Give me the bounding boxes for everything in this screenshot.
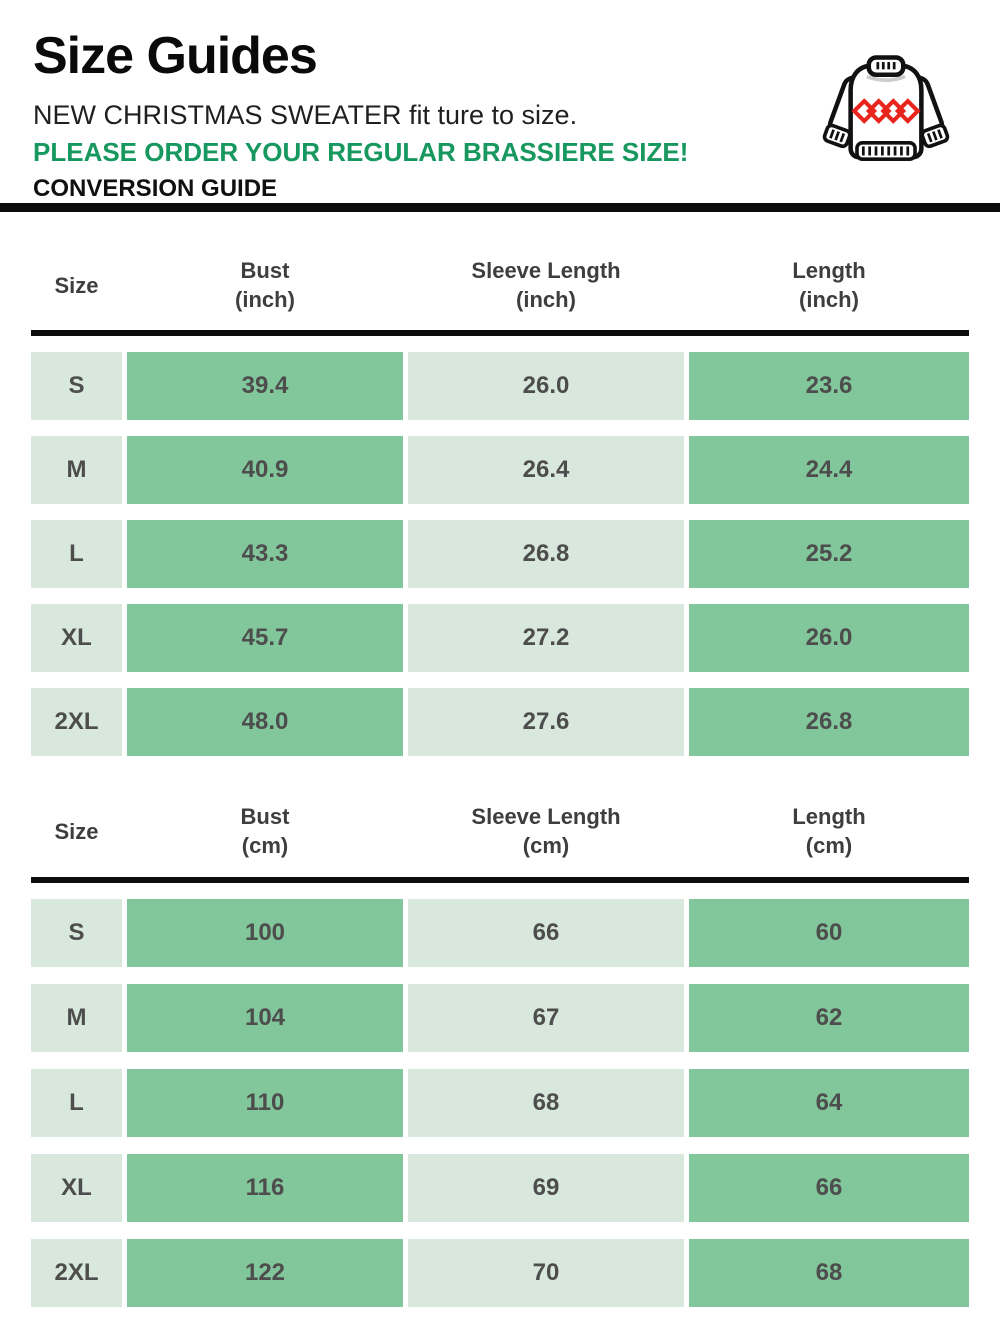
table-row: M 104 67 62 [31,984,969,1052]
header-divider [0,203,1000,212]
bust-cell: 116 [127,1154,403,1222]
table-row: M 40.9 26.4 24.4 [31,436,969,504]
bust-cell: 45.7 [127,604,403,672]
length-cell: 60 [689,899,969,967]
length-cell: 62 [689,984,969,1052]
length-cell: 26.0 [689,604,969,672]
size-cell: M [31,984,122,1052]
bust-cell: 39.4 [127,352,403,420]
sleeve-cell: 26.8 [408,520,684,588]
size-cell: L [31,1069,122,1137]
length-cell: 68 [689,1239,969,1307]
length-cell: 23.6 [689,352,969,420]
sleeve-cell: 67 [408,984,684,1052]
bust-cell: 104 [127,984,403,1052]
size-cell: S [31,352,122,420]
table-row: XL 45.7 27.2 26.0 [31,604,969,672]
length-cell: 24.4 [689,436,969,504]
bust-cell: 122 [127,1239,403,1307]
size-cell: XL [31,604,122,672]
order-notice: PLEASE ORDER YOUR REGULAR BRASSIERE SIZE… [33,137,689,167]
fit-note: NEW CHRISTMAS SWEATER fit ture to size. [33,100,578,130]
size-cell: 2XL [31,688,122,756]
conversion-guide-label: CONVERSION GUIDE [33,175,278,202]
column-header-bust: Bust (cm) [240,804,290,858]
table-row: 2XL 48.0 27.6 26.8 [31,688,969,756]
sleeve-cell: 68 [408,1069,684,1137]
bust-cell: 110 [127,1069,403,1137]
sleeve-cell: 26.4 [408,436,684,504]
page-title: Size Guides [33,27,318,85]
inch-table-rows: S 39.4 26.0 23.6 M 40.9 26.4 24.4 L 43.3… [31,352,969,756]
bust-cell: 100 [127,899,403,967]
size-cell: S [31,899,122,967]
column-header-size: Size [54,818,99,844]
column-header-sleeve-length: Sleeve Length (cm) [471,804,621,858]
page-header: Size Guides NEW CHRISTMAS SWEATER fit tu… [33,30,773,203]
sleeve-cell: 27.6 [408,688,684,756]
table-row: S 39.4 26.0 23.6 [31,352,969,420]
inch-table-divider [31,330,969,336]
size-cell: M [31,436,122,504]
bust-cell: 43.3 [127,520,403,588]
size-cell: L [31,520,122,588]
christmas-sweater-icon [822,55,950,161]
diamond-pattern [851,98,921,124]
length-cell: 25.2 [689,520,969,588]
table-row: XL 116 69 66 [31,1154,969,1222]
size-cell: 2XL [31,1239,122,1307]
size-cell: XL [31,1154,122,1222]
length-cell: 64 [689,1069,969,1137]
sleeve-cell: 70 [408,1239,684,1307]
cm-table-rows: S 100 66 60 M 104 67 62 L 110 68 64 XL 1… [31,899,969,1307]
sleeve-cell: 27.2 [408,604,684,672]
inch-table-header-row: Size Bust (inch) Sleeve Length (inch) Leng… [31,240,969,330]
table-row: S 100 66 60 [31,899,969,967]
table-row: 2XL 122 70 68 [31,1239,969,1307]
sleeve-cell: 66 [408,899,684,967]
bust-cell: 40.9 [127,436,403,504]
table-row: L 110 68 64 [31,1069,969,1137]
sleeve-cell: 26.0 [408,352,684,420]
table-row: L 43.3 26.8 25.2 [31,520,969,588]
column-header-length: Length (inch) [792,258,866,312]
column-header-length: Length (cm) [792,804,866,858]
column-header-size: Size [54,272,99,298]
bust-cell: 48.0 [127,688,403,756]
column-header-sleeve-length: Sleeve Length (inch) [471,258,621,312]
sleeve-cell: 69 [408,1154,684,1222]
cm-table-header-row: Size Bust (cm) Sleeve Length (cm) Length (c… [31,786,969,876]
column-header-bust: Bust (inch) [235,258,295,312]
cm-table-divider [31,877,969,883]
length-cell: 26.8 [689,688,969,756]
length-cell: 66 [689,1154,969,1222]
